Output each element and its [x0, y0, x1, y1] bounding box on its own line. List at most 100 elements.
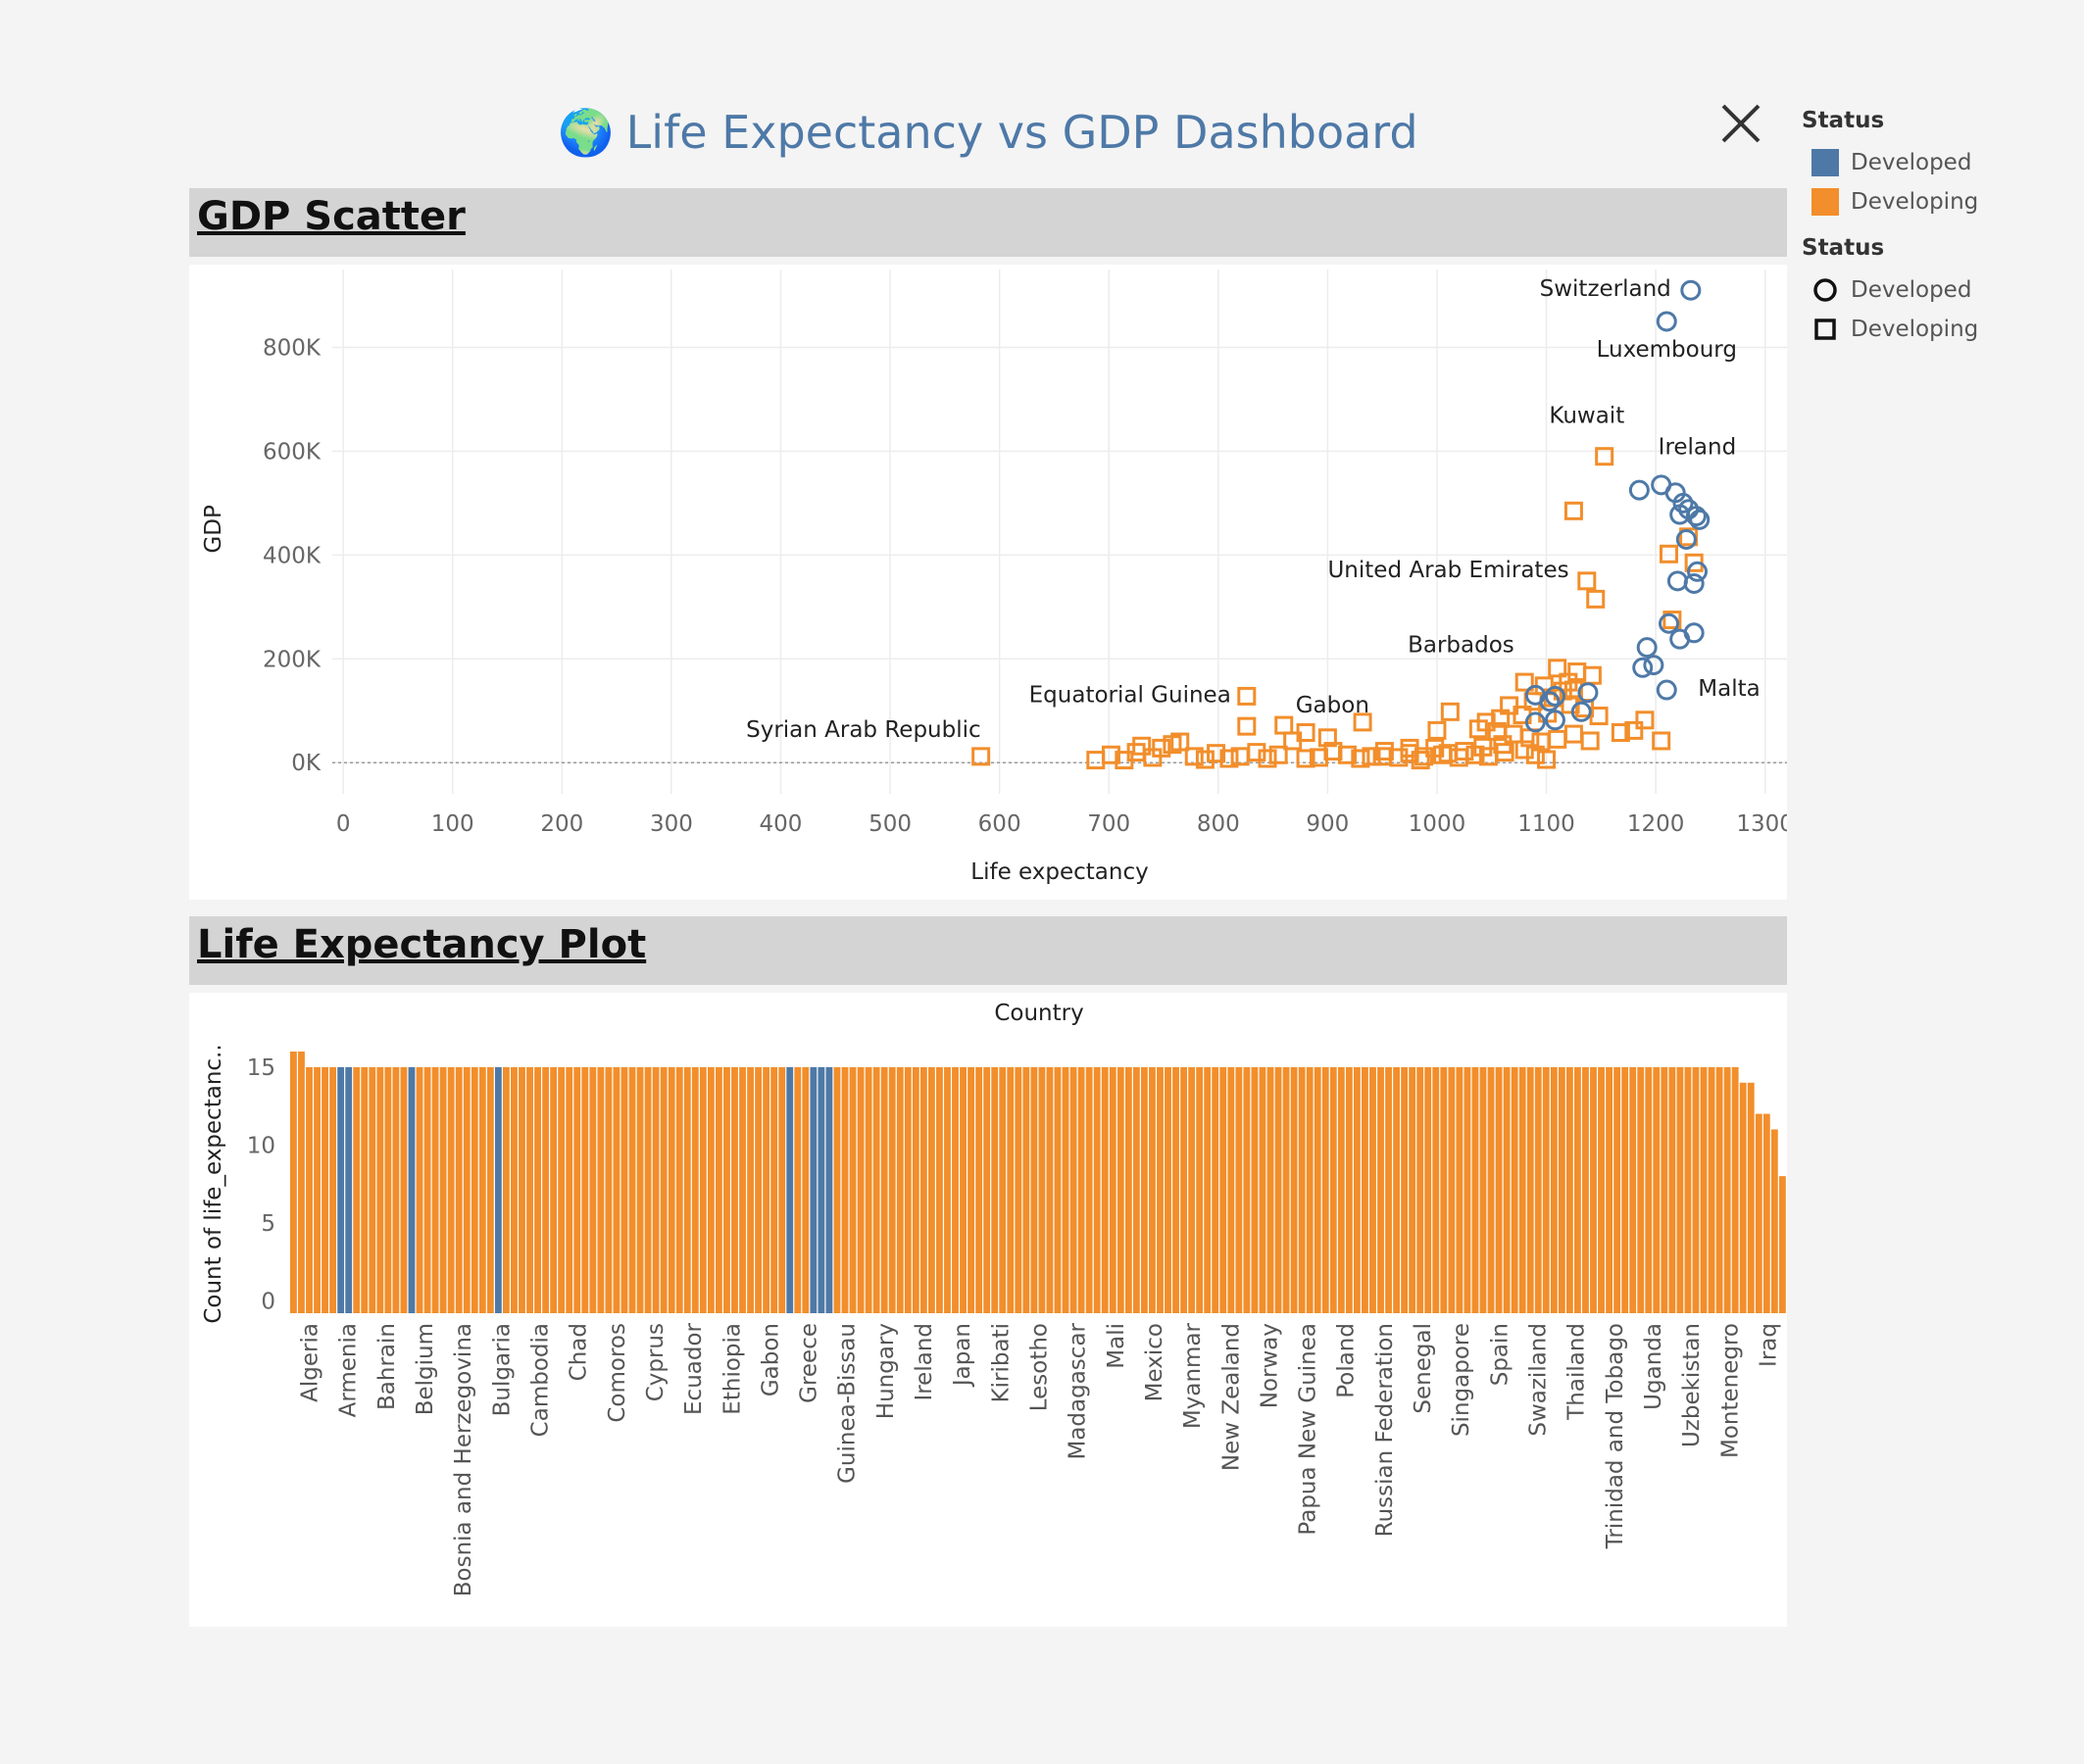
x-tick-label: Uganda — [1641, 1323, 1666, 1410]
bar — [1069, 1066, 1077, 1313]
y-tick-label: 0K — [291, 751, 322, 776]
x-tick-label: Cambodia — [528, 1323, 554, 1437]
x-tick-label: Poland — [1334, 1323, 1360, 1398]
x-tick-label: Senegal — [1411, 1323, 1436, 1414]
bar — [1534, 1066, 1542, 1313]
developed-point — [1539, 691, 1561, 712]
x-tick-label: Myanmar — [1180, 1322, 1206, 1429]
bar — [1140, 1066, 1148, 1313]
bar — [1621, 1066, 1629, 1313]
bar — [322, 1066, 328, 1313]
x-tick-label: 0 — [336, 811, 351, 837]
developing-point — [1514, 672, 1534, 692]
x-tick-label: Swaziland — [1526, 1323, 1552, 1437]
bar — [968, 1066, 975, 1313]
bar — [1637, 1066, 1645, 1313]
x-tick-label: 1000 — [1409, 811, 1466, 837]
developing-point — [1230, 747, 1250, 766]
bar — [872, 1066, 880, 1313]
bar — [1369, 1066, 1376, 1313]
bar — [620, 1066, 628, 1313]
legend-label: Developing — [1851, 317, 1979, 342]
bar — [542, 1066, 550, 1313]
bar — [1668, 1066, 1676, 1313]
bar — [1116, 1066, 1124, 1313]
developing-point — [1309, 748, 1328, 767]
x-tick-label: Norway — [1257, 1323, 1282, 1408]
bar — [1337, 1066, 1345, 1313]
bar — [983, 1066, 991, 1313]
bar — [1526, 1066, 1534, 1313]
bar — [1180, 1066, 1187, 1313]
x-tick-label: 1100 — [1517, 811, 1575, 837]
bar — [1723, 1066, 1731, 1313]
bar — [478, 1066, 486, 1313]
x-tick-label: Spain — [1487, 1323, 1513, 1386]
legend-item-developed-color[interactable]: Developed — [1802, 143, 2076, 182]
y-axis-label: GDP — [201, 505, 226, 554]
bar — [991, 1066, 999, 1313]
developing-point — [971, 747, 991, 766]
bar — [613, 1066, 620, 1313]
developing-point — [1659, 544, 1678, 564]
scatter-chart[interactable]: 0 100 200 300 400 500 600 700 800 900 1000 1100 1200… — [189, 265, 1794, 900]
bar — [888, 1066, 896, 1313]
bar — [463, 1066, 471, 1313]
developing-point — [1132, 736, 1152, 756]
bar — [810, 1066, 818, 1313]
bar — [526, 1066, 533, 1313]
bar-chart[interactable]: Country 0 5 10 15 Count of life_expectanc.. Al… — [189, 993, 1787, 1627]
point-label: Barbados — [1408, 633, 1514, 659]
bar — [1684, 1066, 1692, 1313]
close-button[interactable] — [1715, 98, 1766, 149]
legend-label: Developed — [1851, 277, 1972, 303]
developed-point — [1685, 506, 1707, 527]
legend-item-developing-shape[interactable]: Developing — [1802, 310, 2076, 349]
bar — [1653, 1066, 1661, 1313]
x-tick-label: Chad — [567, 1323, 592, 1381]
bar — [1456, 1066, 1464, 1313]
developing-point — [1184, 747, 1204, 766]
y-tick-label: 0 — [261, 1289, 275, 1314]
bar — [416, 1066, 423, 1313]
bar — [1731, 1066, 1739, 1313]
developing-point — [1086, 751, 1106, 770]
developing-point — [1351, 749, 1370, 768]
developing-point — [1514, 740, 1534, 760]
bar — [1362, 1066, 1368, 1313]
developed-swatch — [1811, 149, 1839, 176]
bar — [818, 1066, 825, 1313]
bar — [566, 1066, 573, 1313]
developing-point — [1237, 716, 1257, 736]
y-tick-label: 800K — [263, 335, 322, 361]
developing-point — [1611, 722, 1630, 742]
bar — [1598, 1066, 1605, 1313]
developing-point — [1296, 722, 1315, 742]
bar — [447, 1066, 455, 1313]
square-icon — [1814, 318, 1836, 340]
bar — [1314, 1066, 1321, 1313]
legend-item-developing-color[interactable]: Developing — [1802, 182, 2076, 221]
scatter-panel: 0 100 200 300 400 500 600 700 800 900 1000 1100 1200… — [189, 265, 1794, 900]
x-tick-label: Singapore — [1449, 1323, 1474, 1437]
developed-point — [1658, 612, 1679, 634]
bar — [919, 1066, 927, 1313]
developing-point — [1582, 665, 1602, 685]
bar — [1149, 1066, 1156, 1313]
bar — [904, 1066, 912, 1313]
developed-point — [1632, 657, 1654, 678]
bar — [723, 1066, 730, 1313]
bar — [511, 1066, 518, 1313]
bar — [1416, 1066, 1424, 1313]
legend-item-developed-shape[interactable]: Developed — [1802, 270, 2076, 310]
bar — [660, 1066, 668, 1313]
x-tick-label: 500 — [868, 811, 912, 837]
bar — [927, 1066, 935, 1313]
developed-point — [1656, 311, 1677, 332]
color-legend-title: Status — [1802, 108, 1885, 133]
bar — [519, 1066, 525, 1313]
developing-point — [1296, 749, 1315, 768]
x-tick-label: Madagascar — [1066, 1322, 1091, 1459]
developing-point — [1504, 724, 1523, 744]
bar — [1755, 1113, 1762, 1313]
